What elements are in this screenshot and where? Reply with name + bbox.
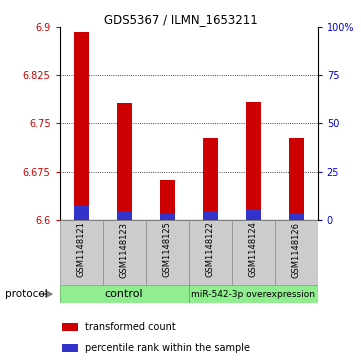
Text: GSM1148123: GSM1148123 bbox=[119, 221, 129, 278]
Bar bbox=[275, 220, 318, 285]
Bar bbox=[188, 285, 318, 303]
Text: control: control bbox=[105, 289, 143, 299]
Bar bbox=[117, 211, 132, 220]
Bar bbox=[160, 180, 175, 220]
Text: GSM1148121: GSM1148121 bbox=[77, 221, 86, 277]
Text: GSM1148124: GSM1148124 bbox=[249, 221, 258, 277]
Bar bbox=[74, 32, 88, 220]
Bar bbox=[62, 323, 78, 331]
Text: protocol: protocol bbox=[5, 289, 48, 299]
Text: GDS5367 / ILMN_1653211: GDS5367 / ILMN_1653211 bbox=[104, 13, 257, 26]
Bar bbox=[103, 220, 145, 285]
Bar bbox=[188, 220, 232, 285]
Bar bbox=[117, 103, 132, 220]
Bar bbox=[160, 215, 175, 220]
Bar bbox=[289, 213, 304, 220]
Text: transformed count: transformed count bbox=[86, 322, 176, 332]
Bar bbox=[245, 209, 261, 220]
Bar bbox=[74, 205, 88, 220]
Text: GSM1148125: GSM1148125 bbox=[162, 221, 171, 277]
Text: percentile rank within the sample: percentile rank within the sample bbox=[86, 343, 251, 353]
Bar bbox=[145, 220, 188, 285]
Text: GSM1148122: GSM1148122 bbox=[206, 221, 215, 277]
Bar bbox=[232, 220, 275, 285]
Bar bbox=[289, 138, 304, 220]
Text: GSM1148126: GSM1148126 bbox=[292, 221, 301, 278]
Bar bbox=[203, 211, 218, 220]
Bar bbox=[60, 220, 103, 285]
Bar bbox=[62, 344, 78, 352]
Bar bbox=[203, 138, 218, 220]
Bar bbox=[245, 102, 261, 220]
Bar bbox=[60, 285, 188, 303]
Text: miR-542-3p overexpression: miR-542-3p overexpression bbox=[191, 290, 315, 298]
